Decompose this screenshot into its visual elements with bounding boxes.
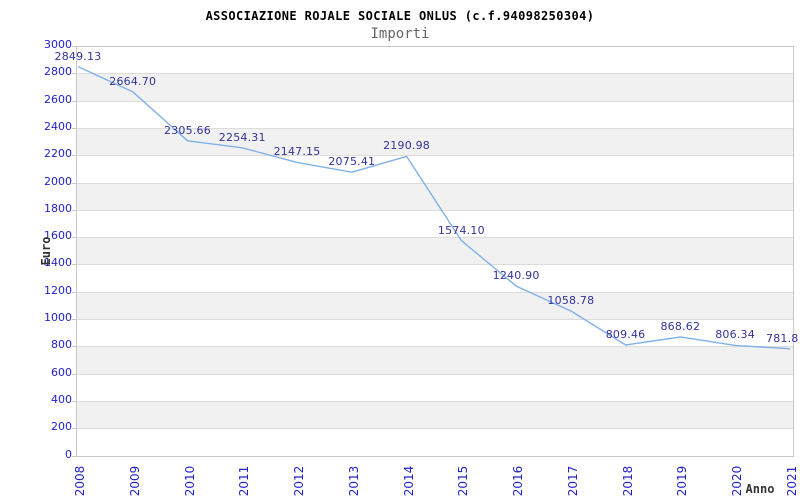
y-tick-label: 3000 [44, 38, 72, 51]
y-tick-label: 1200 [44, 283, 72, 297]
y-tick-label: 800 [51, 338, 72, 352]
y-tick-label: 2800 [44, 65, 72, 79]
plot-band [76, 346, 793, 374]
plot-band [76, 400, 793, 429]
gridline [76, 264, 793, 266]
y-tick-label: 2400 [44, 119, 72, 133]
data-point-label: 2190.98 [383, 139, 430, 153]
data-point-label: 2147.15 [273, 145, 321, 159]
plot-band [76, 182, 793, 210]
plot-border [76, 46, 794, 457]
data-point-label: 2849.13 [54, 49, 102, 63]
y-axis-tick [72, 127, 76, 129]
x-tick-label: 2009 [127, 465, 142, 497]
y-axis-tick [72, 373, 76, 375]
data-point-label: 1058.78 [547, 293, 595, 307]
gridline [76, 127, 793, 129]
x-tick-label: 2021 [785, 465, 799, 497]
x-tick-label: 2012 [292, 465, 307, 497]
y-tick-label: 1400 [44, 256, 72, 270]
y-axis-tick [72, 46, 76, 47]
y-axis-tick [72, 209, 76, 211]
data-point-label: 868.62 [660, 319, 701, 333]
y-axis-tick [72, 182, 76, 184]
y-tick-label: 1600 [44, 229, 72, 243]
x-axis-title: Anno [745, 482, 775, 496]
gridline [76, 100, 793, 102]
gridline [76, 182, 793, 184]
x-tick-label: 2016 [511, 465, 526, 497]
y-tick-label: 2000 [44, 174, 72, 188]
x-tick-label: 2017 [565, 465, 580, 497]
data-point-label: 2664.70 [109, 74, 157, 88]
y-axis-tick [72, 291, 76, 293]
gridline [76, 373, 793, 375]
chart-title: ASSOCIAZIONE ROJALE SOCIALE ONLUS (c.f.9… [205, 9, 595, 23]
x-tick-label: 2015 [456, 465, 471, 497]
y-tick-label: 1000 [44, 311, 72, 324]
y-axis-tick [72, 100, 76, 102]
y-axis-tick [72, 319, 76, 320]
y-axis-tick [72, 428, 76, 430]
y-axis-title: Euro [39, 236, 53, 266]
y-axis-tick [72, 237, 76, 239]
y-tick-label: 2200 [44, 147, 72, 161]
chart-subtitle: Importi [370, 26, 430, 42]
gridline [76, 73, 793, 75]
x-tick-label: 2013 [346, 465, 361, 497]
data-point-label: 806.34 [715, 328, 755, 342]
gridline [76, 209, 793, 211]
gridline [76, 155, 793, 157]
y-tick-label: 1800 [44, 201, 72, 215]
y-axis-tick [72, 264, 76, 266]
y-axis-tick [72, 400, 76, 402]
x-tick-label: 2014 [401, 465, 416, 497]
x-tick-label: 2018 [620, 465, 635, 497]
y-tick-label: 2600 [44, 92, 72, 106]
y-axis-tick [72, 73, 76, 75]
data-point-label: 2254.31 [218, 130, 266, 144]
x-tick-label: 2019 [675, 465, 690, 497]
y-tick-label: 600 [51, 365, 72, 379]
data-point-label: 1240.90 [492, 269, 540, 283]
y-tick-label: 0 [65, 447, 72, 461]
data-point-label: 2305.66 [164, 123, 211, 137]
data-point-label: 2075.41 [328, 155, 376, 169]
plot-band [76, 237, 793, 265]
gridline [76, 291, 793, 293]
y-axis-tick [72, 346, 76, 348]
x-tick-label: 2011 [237, 465, 252, 497]
gridline [76, 319, 793, 320]
data-point-label: 809.46 [605, 328, 646, 341]
x-tick-label: 2020 [730, 465, 745, 497]
gridline [76, 428, 793, 430]
x-tick-label: 2010 [182, 465, 197, 497]
gridline [76, 400, 793, 402]
plot-band [76, 291, 793, 319]
plot-band [76, 73, 793, 101]
y-tick-label: 400 [51, 392, 72, 406]
data-point-label: 781.8 [766, 331, 799, 345]
gridline [76, 237, 793, 239]
y-axis-tick [72, 455, 76, 457]
y-tick-label: 200 [51, 420, 72, 434]
y-axis-tick [72, 155, 76, 157]
x-tick-label: 2008 [73, 465, 87, 497]
gridline [76, 346, 793, 348]
data-point-label: 1574.10 [437, 223, 485, 237]
